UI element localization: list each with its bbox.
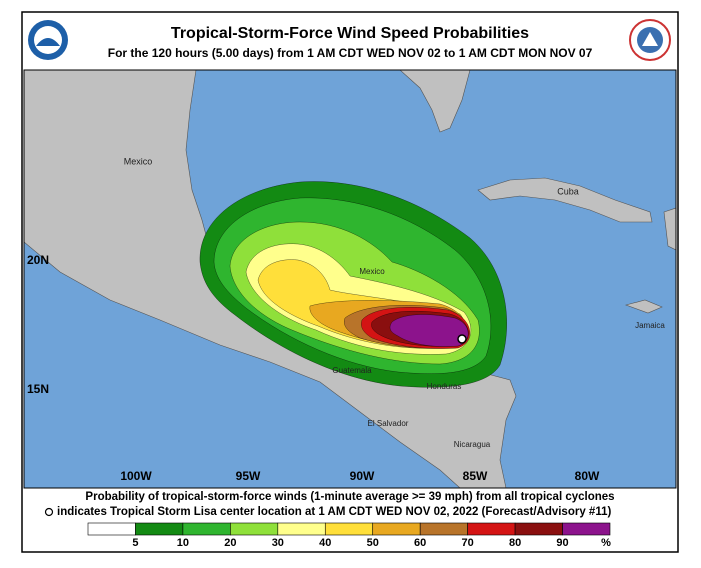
scale-box	[562, 522, 611, 536]
scale-label: 90	[556, 537, 568, 549]
place-label: Mexico	[124, 156, 153, 166]
subtitle: For the 120 hours (5.00 days) from 1 AM …	[108, 46, 593, 60]
place-label: Cuba	[557, 186, 579, 196]
storm-center	[457, 334, 467, 344]
contour	[389, 314, 469, 347]
footer-line: Probability of tropical-storm-force wind…	[85, 491, 614, 503]
scale-box	[514, 522, 563, 536]
scale-label: %	[601, 537, 611, 549]
scale-label: 70	[462, 537, 474, 549]
scale-label: 60	[414, 537, 426, 549]
longitude-label: 100W	[120, 469, 152, 483]
color-scale: 5 10 20 30 40 50 60 70 80 90%	[87, 522, 611, 549]
legend-circle	[44, 507, 54, 517]
scale-label: 30	[272, 537, 284, 549]
longitude-label: 95W	[236, 469, 261, 483]
scale-label: 50	[367, 537, 379, 549]
latitude-label: 20N	[27, 253, 49, 267]
scale-label: 10	[177, 537, 189, 549]
scale-label: 80	[509, 537, 521, 549]
map-border	[23, 69, 677, 489]
noaa-logo	[28, 20, 68, 60]
title: Tropical-Storm-Force Wind Speed Probabil…	[171, 25, 529, 42]
scale-label: 20	[224, 537, 236, 549]
place-label: Mexico	[359, 267, 385, 276]
place-label: El Salvador	[368, 419, 409, 428]
scale-box	[230, 522, 279, 536]
scale-box	[419, 522, 468, 536]
longitude-label: 80W	[575, 469, 600, 483]
nws-logo	[629, 19, 671, 61]
scale-box	[372, 522, 421, 536]
longitude-label: 90W	[350, 469, 375, 483]
probability-contours	[199, 181, 507, 388]
scale-box	[467, 522, 516, 536]
florida	[399, 70, 471, 133]
footer-line: indicates Tropical Storm Lisa center loc…	[57, 506, 611, 518]
place-label: Guatemala	[332, 366, 372, 375]
place-label: Jamaica	[635, 321, 665, 330]
place-label: Honduras	[427, 382, 462, 391]
longitude-label: 85W	[463, 469, 488, 483]
scale-box	[182, 522, 231, 536]
map: Mexico Cuba Jamaica Mexico Guatemala Honduras…	[24, 70, 676, 488]
jamaica	[624, 299, 663, 314]
cuba	[477, 177, 653, 223]
scale-label: 40	[319, 537, 331, 549]
latitude-label: 15N	[27, 382, 49, 396]
hispaniola	[663, 207, 676, 251]
scale-box	[324, 522, 374, 536]
scale-box	[135, 522, 184, 536]
place-label: Nicaragua	[454, 440, 491, 449]
scale-label: 5	[132, 537, 138, 549]
scale-box	[87, 522, 136, 536]
scale-box	[277, 522, 326, 536]
